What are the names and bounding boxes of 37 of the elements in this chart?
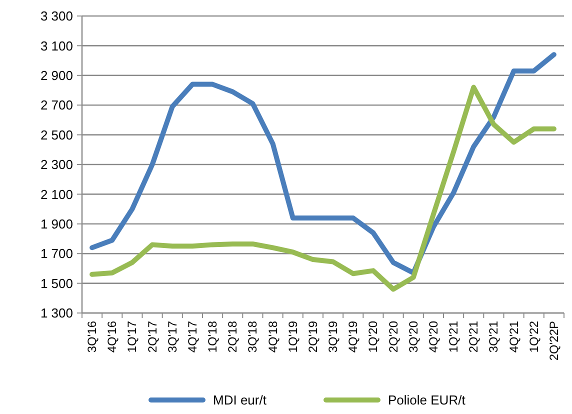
y-tick-label: 1 700 <box>40 246 73 262</box>
x-tick-label: 4Q'17 <box>185 320 200 353</box>
x-tick-label: 4Q'19 <box>346 320 360 353</box>
x-tick-label: 2Q'18 <box>226 320 240 353</box>
x-tick-label: 2Q'19 <box>306 320 320 353</box>
x-tick-label: 4Q'20 <box>426 320 440 353</box>
y-tick-label: 2 100 <box>40 186 73 202</box>
x-tick-label: 2Q'20 <box>386 320 400 353</box>
x-tick-label: 4Q'18 <box>266 320 280 353</box>
legend-label: MDI eur/t <box>213 392 267 408</box>
x-tick-label: 1Q'17 <box>125 320 140 353</box>
y-tick-label: 2 700 <box>40 98 73 113</box>
x-tick-label: 2Q'22P <box>546 321 561 361</box>
y-tick-label: 2 900 <box>40 68 73 83</box>
y-tick-label: 1 300 <box>40 306 73 321</box>
x-tick-label: 4Q'21 <box>506 320 521 353</box>
y-tick-label: 2 500 <box>40 127 73 142</box>
x-tick-label: 1Q'22 <box>526 320 541 353</box>
legend-label: Poliole EUR/t <box>388 392 466 408</box>
x-tick-label: 3Q'18 <box>246 320 260 353</box>
x-tick-label: 4Q'16 <box>105 320 120 353</box>
x-tick-label: 1Q'21 <box>446 320 461 353</box>
x-tick-label: 1Q'20 <box>366 320 380 353</box>
y-tick-label: 3 100 <box>40 38 73 54</box>
x-tick-label: 3Q'20 <box>406 320 420 353</box>
x-tick-label: 2Q'17 <box>145 320 160 353</box>
y-tick-label: 3 300 <box>40 8 73 24</box>
y-tick-label: 1 500 <box>40 276 73 291</box>
x-tick-label: 3Q'21 <box>486 320 501 353</box>
x-tick-label: 1Q'18 <box>206 320 220 353</box>
x-tick-label: 3Q'16 <box>85 320 100 353</box>
y-tick-label: 2 300 <box>40 157 73 172</box>
x-tick-label: 2Q'21 <box>466 320 481 353</box>
x-tick-label: 3Q'19 <box>326 320 340 353</box>
y-tick-label: 1 900 <box>40 216 73 232</box>
x-tick-label: 1Q'19 <box>286 320 300 353</box>
x-tick-label: 3Q'17 <box>165 320 180 353</box>
